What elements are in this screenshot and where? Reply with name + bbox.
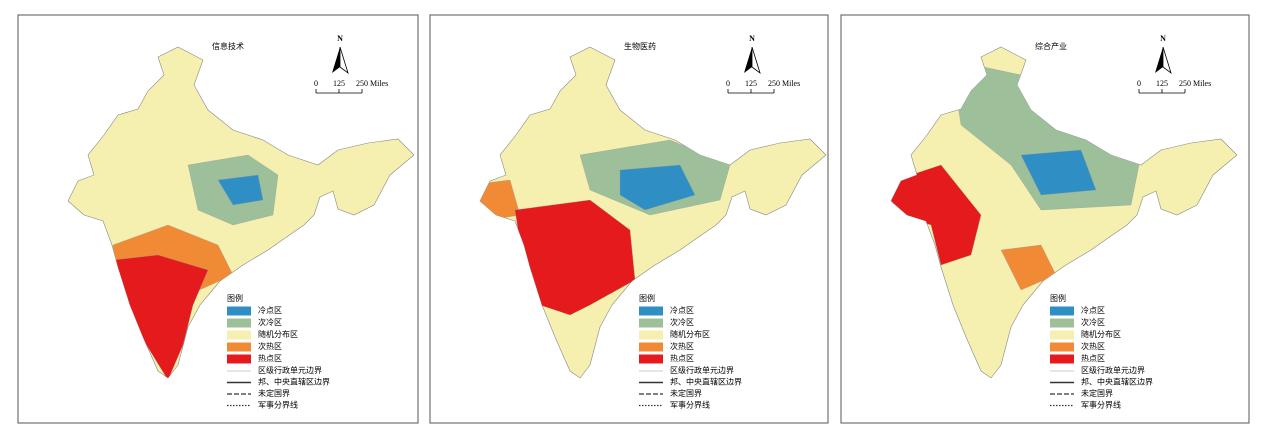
north-label: N: [749, 34, 755, 43]
legend-label: 次冷区: [670, 317, 694, 327]
legend-swatch: [227, 354, 251, 364]
legend-label: 热点区: [1081, 353, 1105, 363]
panel-title: 生物医药: [624, 41, 656, 51]
scale-label: 125: [333, 79, 345, 88]
legend-label: 未定国界: [1081, 388, 1113, 398]
legend-swatch: [1050, 318, 1074, 328]
legend-label: 冷点区: [258, 305, 282, 315]
legend-label: 军事分界线: [258, 399, 298, 409]
north-arrow: [332, 47, 340, 73]
north-arrow: [744, 47, 752, 73]
legend-swatch: [227, 342, 251, 352]
panel-title: 综合产业: [1035, 41, 1067, 51]
legend-swatch: [639, 306, 663, 316]
legend-swatch: [1050, 342, 1074, 352]
legend-label: 随机分布区: [670, 329, 710, 339]
north-arrow: [1155, 47, 1163, 73]
legend-label: 热点区: [258, 353, 282, 363]
legend-label: 次热区: [1081, 341, 1105, 351]
map-panel: 信息技术 N 0 125 250 Miles 图例冷点区次冷区随机分布区次热区热点区区级行…: [17, 14, 419, 424]
scale-label: 250 Miles: [356, 79, 388, 88]
legend-label: 次热区: [670, 341, 694, 351]
legend-swatch: [1050, 306, 1074, 316]
legend-swatch: [639, 330, 663, 340]
scale-label: 125: [745, 79, 757, 88]
legend-label: 随机分布区: [1081, 329, 1121, 339]
scale-label: 0: [1137, 79, 1141, 88]
legend-label: 区级行政单元边界: [258, 365, 322, 375]
legend-label: 热点区: [670, 353, 694, 363]
legend-swatch: [227, 318, 251, 328]
scale-label: 250 Miles: [1179, 79, 1211, 88]
legend-title: 图例: [1050, 293, 1066, 303]
legend-label: 次冷区: [1081, 317, 1105, 327]
region: [217, 174, 264, 206]
legend-swatch: [1050, 330, 1074, 340]
legend-label: 军事分界线: [1081, 399, 1121, 409]
scale-label: 0: [726, 79, 730, 88]
legend-label: 邦、中央直辖区边界: [1081, 376, 1153, 386]
legend-title: 图例: [639, 293, 655, 303]
legend-label: 次冷区: [258, 317, 282, 327]
legend-label: 军事分界线: [670, 399, 710, 409]
legend-label: 区级行政单元边界: [1081, 365, 1145, 375]
legend-swatch: [227, 330, 251, 340]
map-panel: 生物医药 N 0 125 250 Miles 图例冷点区次冷区随机分布区次热区热点区区级行…: [429, 14, 829, 424]
panel-title: 信息技术: [212, 41, 244, 51]
legend-label: 邦、中央直辖区边界: [258, 376, 330, 386]
legend-label: 冷点区: [670, 305, 694, 315]
legend-label: 随机分布区: [258, 329, 298, 339]
legend-label: 未定国界: [670, 388, 702, 398]
north-arrow: [751, 46, 761, 75]
legend-swatch: [639, 354, 663, 364]
legend-swatch: [639, 342, 663, 352]
region: [619, 164, 696, 211]
legend-swatch: [639, 318, 663, 328]
legend-label: 次热区: [258, 341, 282, 351]
legend-swatch: [227, 306, 251, 316]
scale-label: 125: [1156, 79, 1168, 88]
scale-label: 250 Miles: [768, 79, 800, 88]
legend-label: 区级行政单元边界: [670, 365, 734, 375]
north-label: N: [1160, 34, 1166, 43]
legend-swatch: [1050, 354, 1074, 364]
scale-label: 0: [314, 79, 318, 88]
legend-label: 邦、中央直辖区边界: [670, 376, 742, 386]
legend-label: 未定国界: [258, 388, 290, 398]
region: [1020, 149, 1097, 196]
legend-title: 图例: [227, 293, 243, 303]
north-arrow: [1162, 46, 1172, 75]
legend-label: 冷点区: [1081, 305, 1105, 315]
map-panel: 综合产业 N 0 125 250 Miles 图例冷点区次冷区随机分布区次热区热点区区级行…: [840, 14, 1250, 424]
north-label: N: [337, 34, 343, 43]
north-arrow: [339, 46, 349, 75]
